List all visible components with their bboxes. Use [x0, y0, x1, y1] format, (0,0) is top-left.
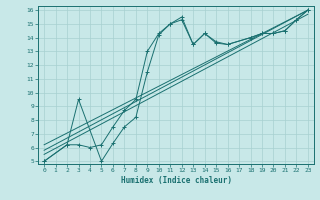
X-axis label: Humidex (Indice chaleur): Humidex (Indice chaleur) — [121, 176, 231, 185]
